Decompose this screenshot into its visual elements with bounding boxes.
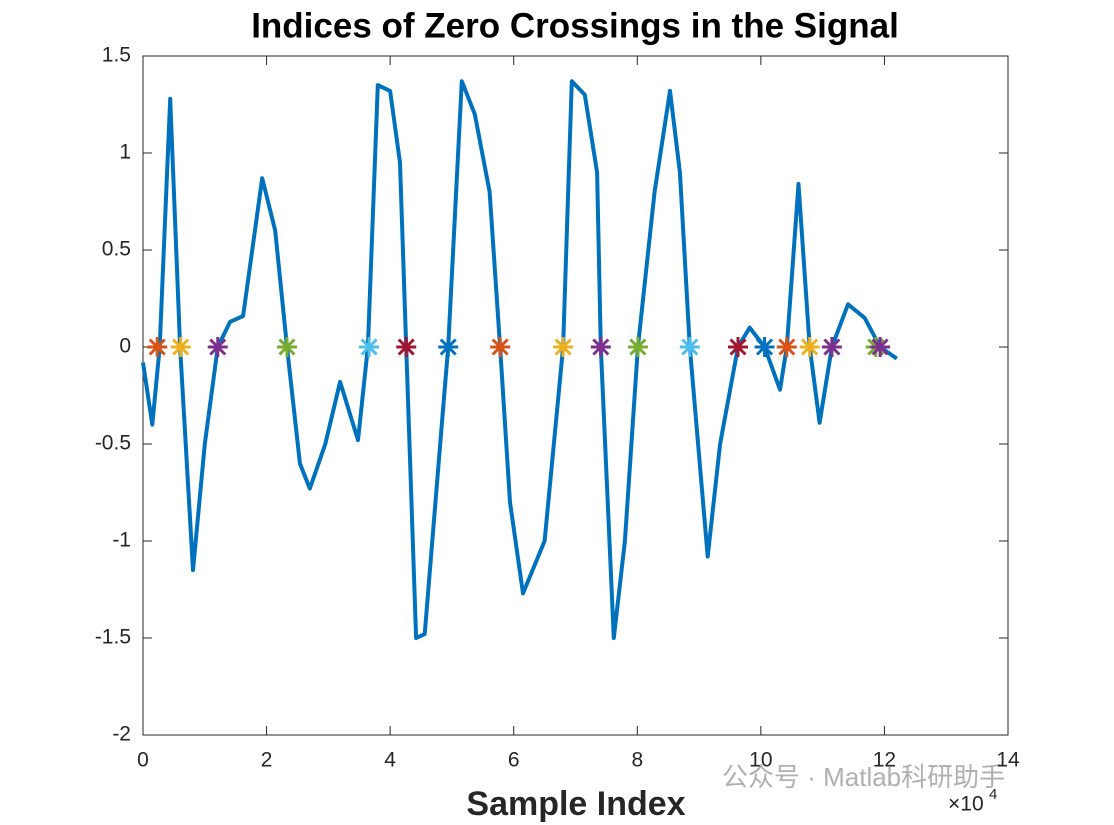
x-tick-label: 0 — [137, 749, 149, 772]
chart-title: Indices of Zero Crossings in the Signal — [251, 6, 899, 45]
zero-crossing-marker — [754, 337, 775, 357]
x-tick-label: 2 — [261, 749, 273, 772]
marker-stroke — [629, 338, 647, 356]
plot-area — [142, 55, 1009, 736]
zero-crossing-marker — [147, 337, 168, 357]
y-tick-label: 1.5 — [102, 44, 131, 67]
zero-crossing-marker — [170, 337, 191, 357]
zero-crossing-marker — [776, 337, 797, 357]
y-tick-label: 0 — [119, 335, 131, 358]
zero-crossing-marker — [590, 337, 611, 357]
zero-crossing-marker — [490, 337, 511, 357]
x-tick-label: 4 — [384, 749, 396, 772]
zero-crossing-marker — [553, 337, 574, 357]
watermark: 公众号 · Matlab科研助手 — [722, 762, 1005, 792]
marker-stroke — [209, 338, 227, 356]
marker-stroke — [360, 338, 378, 356]
x-tick-label: 10 — [749, 749, 772, 772]
zero-crossing-marker — [438, 337, 459, 357]
zero-crossing-marker — [870, 337, 891, 357]
marker-stroke — [823, 338, 841, 356]
x-axis-label: Sample Index — [466, 785, 685, 823]
y-tick-label: -2 — [112, 723, 131, 746]
x-tick-label: 6 — [508, 749, 520, 772]
zero-crossing-marker — [276, 337, 297, 357]
marker-stroke — [397, 338, 415, 356]
marker-stroke — [778, 338, 796, 356]
zero-crossing-marker — [679, 337, 700, 357]
marker-stroke — [439, 338, 457, 356]
zero-crossing-marker — [821, 337, 842, 357]
zero-crossing-marker — [207, 337, 228, 357]
y-tick-label: -1 — [112, 529, 131, 552]
marker-stroke — [148, 338, 166, 356]
marker-stroke — [729, 338, 747, 356]
zero-crossing-marker — [359, 337, 380, 357]
marker-stroke — [554, 338, 572, 356]
y-tick-label: -1.5 — [95, 626, 131, 649]
x-tick-label: 8 — [631, 749, 643, 772]
x-tick-label: 12 — [873, 749, 896, 772]
marker-stroke — [801, 338, 819, 356]
zero-crossing-marker — [396, 337, 417, 357]
marker-stroke — [592, 338, 610, 356]
y-tick-label: -0.5 — [95, 432, 131, 455]
y-tick-label: 1 — [119, 141, 131, 164]
marker-stroke — [871, 338, 889, 356]
marker-stroke — [491, 338, 509, 356]
marker-stroke — [172, 338, 190, 356]
x-multiplier-exponent: 4 — [989, 786, 997, 803]
y-tick-label: 0.5 — [102, 238, 131, 261]
zero-crossing-marker — [799, 337, 820, 357]
marker-stroke — [278, 338, 296, 356]
x-multiplier: ×10 — [948, 793, 984, 816]
marker-stroke — [756, 338, 774, 356]
marker-stroke — [681, 338, 699, 356]
x-tick-label: 14 — [996, 749, 1020, 772]
zero-crossing-marker — [627, 337, 648, 357]
zero-crossing-marker — [727, 337, 748, 357]
